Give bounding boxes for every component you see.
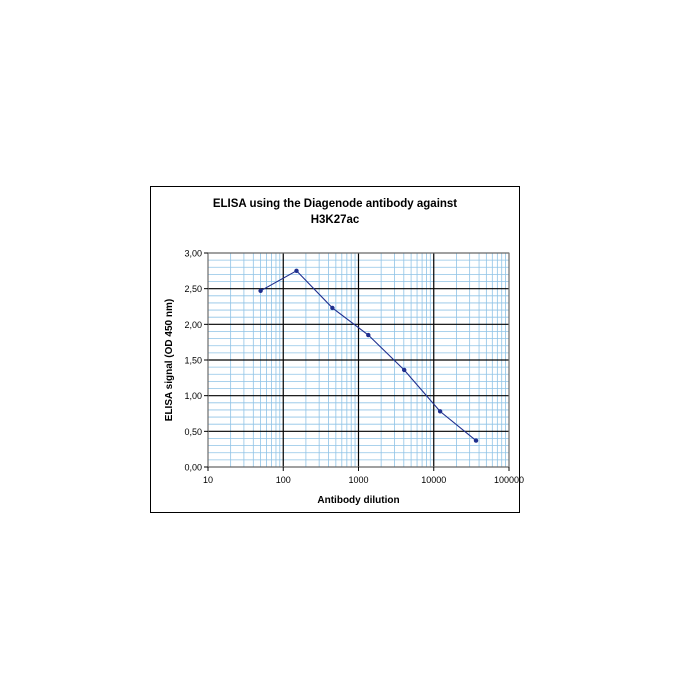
data-point <box>473 438 479 443</box>
y-tick-label: 1,00 <box>184 391 202 401</box>
axis-ticks <box>204 252 510 471</box>
data-point <box>366 332 371 338</box>
y-tick-label: 3,00 <box>184 249 202 259</box>
data-point <box>402 367 407 373</box>
y-tick-label: 0,00 <box>184 463 202 473</box>
y-tick-label: 2,00 <box>184 320 202 330</box>
series-line <box>260 270 477 442</box>
y-tick-label: 0,50 <box>184 427 202 437</box>
x-tick-label: 1000 <box>348 475 368 485</box>
y-tick-label: 2,50 <box>184 284 202 294</box>
chart-title-line-2: H3K27ac <box>310 214 360 226</box>
x-axis-label: Antibody dilution <box>317 495 399 506</box>
x-tick-label: 100 <box>276 475 291 485</box>
x-tick-label: 10000 <box>421 475 446 485</box>
y-tick-label: 1,50 <box>184 356 202 366</box>
data-point <box>294 268 299 274</box>
chart-frame <box>150 186 520 513</box>
data-point <box>330 305 335 311</box>
x-tick-label: 100000 <box>494 475 524 485</box>
tick-labels: 0,00 0,50 1,00 1,50 2,00 2,50 3,00 10 100 1000 100… <box>184 249 524 486</box>
data-point <box>437 409 443 414</box>
y-axis-label: ELISA signal (OD 450 nm) <box>164 299 175 421</box>
series-layer <box>258 268 479 443</box>
data-point <box>258 288 263 294</box>
chart-title: ELISA using the Diagenode antibody again… <box>155 196 515 228</box>
x-tick-label: 10 <box>203 475 213 485</box>
chart-title-line-1: ELISA using the Diagenode antibody again… <box>212 198 458 210</box>
